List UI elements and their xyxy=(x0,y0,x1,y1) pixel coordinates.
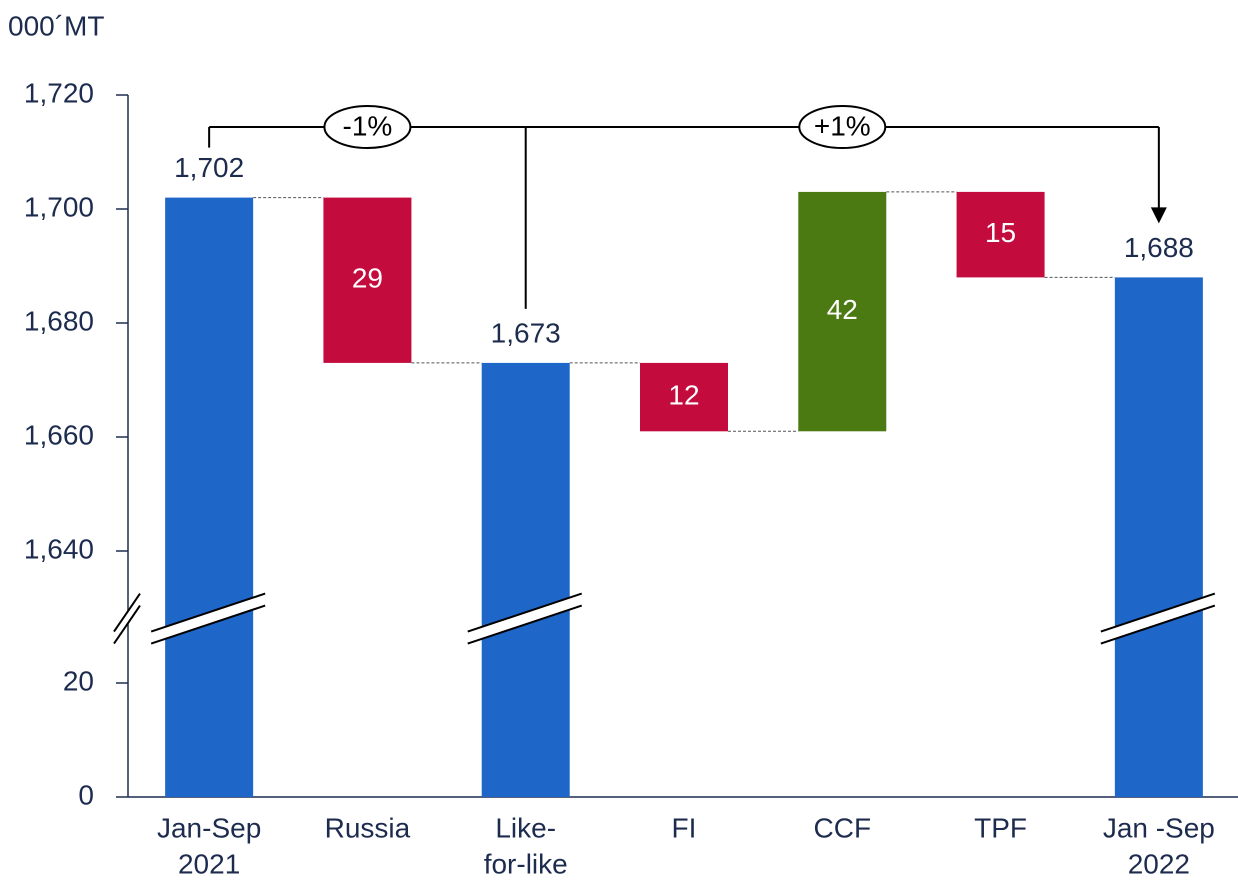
y-tick-label: 1,680 xyxy=(24,305,94,336)
axis-break-line xyxy=(113,605,141,645)
x-tick-label: 2021 xyxy=(178,848,240,879)
x-tick-label: FI xyxy=(672,812,697,843)
x-tick-label: TPF xyxy=(974,812,1027,843)
bar xyxy=(1114,277,1203,797)
axis-break-line xyxy=(467,592,583,633)
y-tick-label: 1,700 xyxy=(24,191,94,222)
axis-break-gap xyxy=(467,593,582,644)
annotation-label: +1% xyxy=(814,110,871,141)
x-tick-label: Like- xyxy=(495,812,556,843)
axis-break-line xyxy=(1100,604,1216,645)
value-label: 1,702 xyxy=(174,152,244,183)
annotation-label: -1% xyxy=(343,110,393,141)
value-label: 12 xyxy=(668,379,699,410)
value-label: 29 xyxy=(352,263,383,294)
annotation-bubble xyxy=(323,105,412,149)
unit-label: 000´MT xyxy=(8,10,104,41)
x-tick-label: CCF xyxy=(814,812,872,843)
x-tick-label: Russia xyxy=(325,812,411,843)
x-tick-label: Jan -Sep xyxy=(1103,812,1215,843)
axis-break-line xyxy=(113,593,141,633)
axis-break-line xyxy=(150,592,266,633)
bar xyxy=(323,197,412,363)
x-tick-label: for-like xyxy=(484,848,568,879)
value-label: 15 xyxy=(985,217,1016,248)
y-tick-label: 0 xyxy=(78,779,94,810)
value-label: 42 xyxy=(827,294,858,325)
axis-break-line xyxy=(467,604,583,645)
axis-break-line xyxy=(1100,592,1216,633)
bar xyxy=(481,362,570,797)
axis-break-line xyxy=(150,604,266,645)
bar xyxy=(165,197,254,798)
bar xyxy=(798,191,887,432)
axis-break-gap xyxy=(1100,593,1215,644)
value-label: 1,673 xyxy=(491,317,561,348)
x-tick-label: 2022 xyxy=(1128,848,1190,879)
bar xyxy=(956,191,1045,278)
y-tick-label: 1,660 xyxy=(24,419,94,450)
y-tick-label: 1,640 xyxy=(24,533,94,564)
x-tick-label: Jan-Sep xyxy=(157,812,261,843)
bracket-arrow xyxy=(1150,207,1167,224)
bar xyxy=(640,362,728,432)
annotation-bubble xyxy=(798,105,887,149)
axis-break-gap xyxy=(151,593,266,644)
value-label: 1,688 xyxy=(1124,232,1194,263)
axis-break-gap xyxy=(114,593,140,644)
y-tick-label: 1,720 xyxy=(24,77,94,108)
y-tick-label: 20 xyxy=(63,665,94,696)
